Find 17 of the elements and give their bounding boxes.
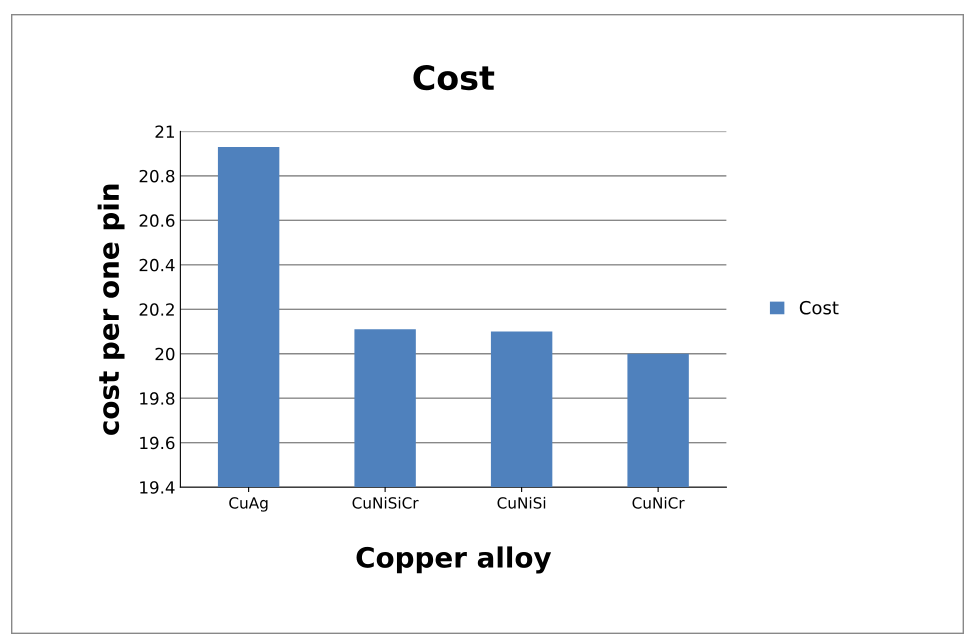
y-tick-label: 20.8 xyxy=(140,170,174,182)
y-tick-label: 20.2 xyxy=(140,303,174,316)
y-tick-label: 20 xyxy=(156,348,174,360)
x-tick-label: CuNiCr xyxy=(632,496,685,509)
x-tick-label: CuNiSiCr xyxy=(352,496,419,509)
y-tick-label: 19.8 xyxy=(140,392,174,405)
y-tick-label: 19.6 xyxy=(140,436,174,450)
y-tick-label: 20.6 xyxy=(140,214,174,227)
legend-label: Cost xyxy=(800,300,839,315)
x-tick-label: CuAg xyxy=(229,497,268,512)
x-axis-title: Copper alloy xyxy=(356,546,552,574)
y-tick-label: 20.4 xyxy=(140,258,175,272)
y-tick-label: 19.4 xyxy=(140,481,175,494)
y-axis-title: cost per one pin xyxy=(98,184,125,435)
chart-title: Cost xyxy=(413,65,494,90)
x-tick-label: CuNiSi xyxy=(498,496,546,509)
y-tick-label: 21 xyxy=(156,125,174,138)
